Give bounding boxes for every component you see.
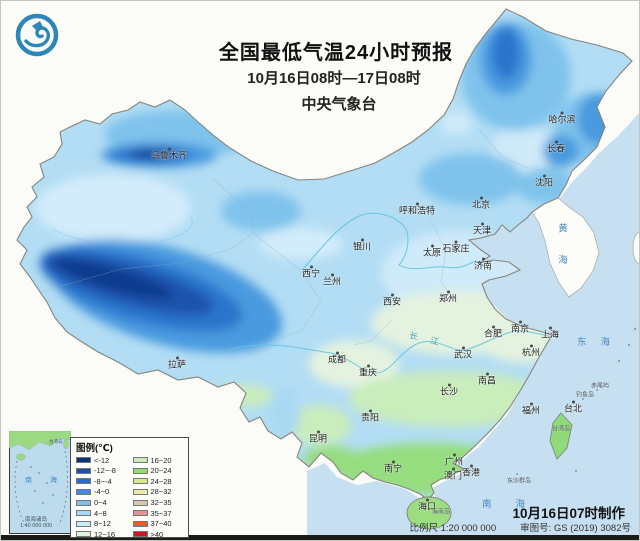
legend-range-label: <-12: [94, 455, 110, 465]
temperature-legend: 图例(℃) <-12 -12~-8 -8~-4 -4~0 0~4 4~8 8~12 12~16…: [70, 437, 189, 538]
legend-swatch: [132, 489, 148, 496]
hainan-island: [406, 496, 452, 530]
legend-swatch: [76, 467, 91, 474]
legend-range-label: -12~-8: [94, 466, 116, 476]
rivers: [52, 212, 554, 374]
map-credits: 比例尺 1:20 000 000 审图号: GS (2019) 3082号: [410, 520, 632, 534]
legend-row: 0~4: [76, 497, 129, 508]
legend-swatch: [76, 531, 91, 538]
legend-range-label: 32~35: [150, 497, 172, 507]
legend-range-label: >40: [150, 529, 164, 539]
map-scale-text: 比例尺 1:20 000 000: [409, 523, 497, 534]
legend-row: 12~16: [76, 529, 129, 540]
inset-map: [8, 430, 72, 534]
legend-range-label: -4~0: [94, 487, 110, 497]
approval-number: 审图号: GS (2019) 3082号: [520, 523, 631, 534]
japan-edge: [632, 231, 639, 265]
legend-swatch: [132, 457, 148, 464]
legend-range-label: 0~4: [94, 497, 107, 507]
legend-swatch: [132, 499, 148, 506]
legend-swatch: [132, 478, 148, 485]
legend-range-label: 12~16: [94, 529, 116, 539]
legend-column-right: 16~20 20~24 24~28 28~32 32~35 35~37 37~40 >40: [132, 455, 186, 540]
agency-name: 中央气象台: [301, 96, 377, 113]
legend-row: 16~20: [132, 455, 186, 466]
province-borders: [39, 128, 558, 346]
legend-swatch: [132, 520, 148, 527]
legend-swatch: [76, 478, 91, 485]
page-title: 全国最低气温24小时预报: [218, 42, 454, 64]
legend-row: 8~12: [76, 519, 129, 530]
legend-row: -8~-4: [76, 476, 129, 487]
legend-swatch: [132, 510, 148, 517]
legend-row: 37~40: [132, 519, 186, 530]
legend-range-label: 35~37: [150, 508, 172, 518]
legend-range-label: 24~28: [150, 476, 172, 486]
legend-row: 4~8: [76, 508, 129, 519]
legend-row: 32~35: [132, 497, 186, 508]
legend-range-label: 20~24: [150, 466, 172, 476]
legend-range-label: 37~40: [150, 519, 172, 529]
legend-range-label: -8~-4: [94, 476, 112, 486]
legend-swatch: [132, 531, 148, 538]
cma-logo: [15, 13, 59, 57]
legend-row: 35~37: [132, 508, 186, 519]
small-islands: [516, 327, 637, 475]
legend-swatch: [76, 499, 91, 506]
taiwan-island: [549, 412, 573, 460]
legend-row: >40: [132, 529, 186, 540]
legend-swatch: [76, 489, 91, 496]
korea-landmass: [531, 197, 600, 298]
legend-row: -12~-8: [76, 466, 129, 477]
production-time: 10月16日07时制作: [512, 506, 625, 521]
legend-column-left: <-12 -12~-8 -8~-4 -4~0 0~4 4~8 8~12 12~16: [76, 455, 129, 540]
legend-swatch: [76, 520, 91, 527]
legend-range-label: 4~8: [94, 508, 107, 518]
legend-row: 28~32: [132, 487, 186, 498]
legend-row: 24~28: [132, 476, 186, 487]
legend-range-label: 8~12: [94, 519, 111, 529]
legend-title: 图例(℃): [76, 443, 113, 454]
legend-range-label: 28~32: [150, 487, 172, 497]
legend-swatch: [76, 457, 91, 464]
china-boundary: [16, 8, 633, 501]
legend-range-label: 16~20: [150, 455, 172, 465]
south-china-sea-inset: 台湾岛 南 海 南海诸岛 1:40 000 000: [8, 430, 72, 534]
legend-row: 20~24: [132, 466, 186, 477]
legend-row: -4~0: [76, 487, 129, 498]
legend-swatch: [76, 510, 91, 517]
forecast-period: 10月16日08时—17日08时: [247, 70, 421, 87]
legend-row: <-12: [76, 455, 129, 466]
bottom-bar: [1, 535, 639, 540]
legend-swatch: [132, 467, 148, 474]
